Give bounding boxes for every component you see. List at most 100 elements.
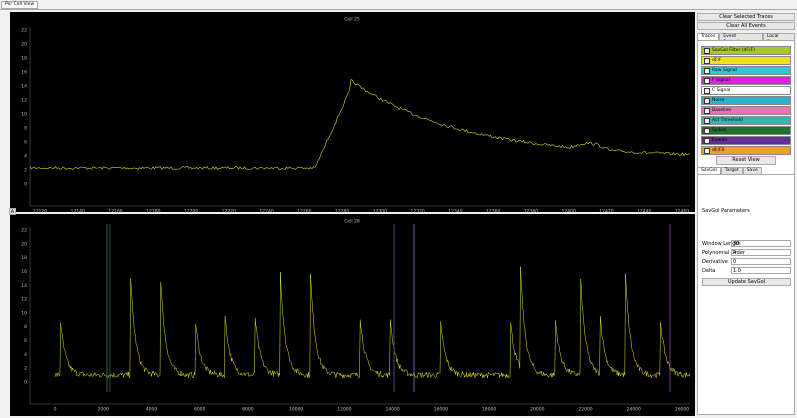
x-tick-label: 12280 [335,209,349,215]
trace-label: dF/F0 [712,148,725,153]
checkbox[interactable] [704,137,710,144]
trace-row[interactable]: Raw Signal [701,66,791,75]
auto-button[interactable]: A [9,208,16,215]
x-tick-label: 12260 [297,209,311,215]
button[interactable]: Clear All Events [697,22,795,30]
x-tick-label: 12120 [33,209,47,215]
x-tick-label: 16000 [434,407,448,413]
params: SavGol Parameters Window Length 30 Polynom… [697,174,795,415]
checkbox[interactable] [704,147,710,154]
plot-title: Cell 28 [344,219,360,225]
trace-label: F Signal [712,78,730,83]
x-tick-label: 26000 [675,407,689,413]
trace-row[interactable]: dF/F [701,56,791,65]
trace-row[interactable]: SavGol Filter (dF/F) [701,46,791,55]
checkbox[interactable] [704,87,710,94]
y-tick-label: 22 [21,228,27,234]
trace-label: C Signal [712,88,731,93]
checkbox[interactable] [704,77,710,84]
tab[interactable]: Per Cell View [1,1,39,9]
x-tick-label: 10000 [289,407,303,413]
x-tick-label: 12220 [222,209,236,215]
x-tick-label: 12420 [599,209,613,215]
y-tick-label: 6 [24,338,27,344]
checkbox[interactable] [704,127,710,134]
checkbox[interactable] [704,57,710,64]
field-input[interactable]: 30 [731,240,791,247]
y-tick-label: 16 [21,269,27,275]
trace-row[interactable]: Spikes [701,126,791,135]
frame [0,9,797,418]
y-tick-label: 8 [24,324,27,330]
y-tick-label: 0 [24,380,27,386]
x-tick-label: 12440 [637,209,651,215]
x-tick-label: 6000 [194,407,206,413]
y-tick-label: 0 [24,182,27,188]
field-input[interactable]: 4 [731,249,791,256]
x-tick-label: 12180 [146,209,160,215]
x-tick-label: 18000 [482,407,496,413]
x-tick-label: 12380 [524,209,538,215]
y-tick-label: 4 [24,352,27,358]
trace-row[interactable]: Baseline [701,106,791,115]
trace [54,266,691,379]
trace-label: Raw Signal [712,68,737,73]
plot-bg [10,214,695,416]
y-tick-label: 14 [21,84,27,90]
x-tick-label: 2000 [98,407,110,413]
button[interactable]: Clear Selected Traces [697,13,795,21]
field-label: Delta [702,268,716,274]
side-panel: Clear Selected Traces Clear All Events T… [697,13,795,415]
trace-label: Act Threshold [712,118,743,123]
y-tick-label: 18 [21,56,27,62]
field-label: Window Length [702,241,741,247]
button[interactable]: Update SavGol [702,278,791,286]
x-tick-label: 14000 [385,407,399,413]
field-label: Derivative [702,259,728,265]
x-tick-label: 12000 [337,407,351,413]
x-tick-label: 0 [54,407,57,413]
checkbox[interactable] [704,107,710,114]
x-tick-label: 12400 [562,209,576,215]
x-tick-label: 12160 [108,209,122,215]
trace-list: SavGol Filter (dF/F) dF/F Raw Signal F Sign… [697,40,795,175]
trace-row[interactable]: Events [701,136,791,145]
params-title: SavGol Parameters [702,208,750,214]
y-tick-label: 10 [21,112,27,118]
y-tick-label: 20 [21,241,27,247]
x-tick-label: 20000 [530,407,544,413]
field-input[interactable]: 0 [731,258,791,265]
trace-row[interactable]: Act Threshold [701,116,791,125]
y-tick-label: 18 [21,255,27,261]
y-tick-label: 22 [21,28,27,34]
x-tick-label: 12240 [259,209,273,215]
trace-label: SavGol Filter (dF/F) [712,48,755,53]
y-tick-label: 2 [24,168,27,174]
y-tick-label: 14 [21,283,27,289]
plot-title: Cell 25 [344,17,360,23]
x-tick-label: 12300 [373,209,387,215]
y-tick-label: 16 [21,70,27,76]
checkbox[interactable] [704,47,710,54]
trace-row[interactable]: Noise [701,96,791,105]
x-tick-label: 12460 [675,209,689,215]
checkbox[interactable] [704,97,710,104]
trace-row[interactable]: dF/F0 [701,146,791,155]
button[interactable]: Reset View [716,156,776,165]
checkbox[interactable] [704,67,710,74]
y-tick-label: 12 [21,297,27,303]
trace-row[interactable]: F Signal [701,76,791,85]
x-tick-label: 12320 [410,209,424,215]
checkbox[interactable] [704,117,710,124]
x-tick-label: 22000 [578,407,592,413]
y-tick-label: 20 [21,42,27,48]
x-tick-label: 12200 [184,209,198,215]
x-tick-label: 12140 [71,209,85,215]
y-tick-label: 8 [24,126,27,132]
trace-row[interactable]: C Signal [701,86,791,95]
x-tick-label: 24000 [627,407,641,413]
x-tick-label: 4000 [146,407,158,413]
field-input[interactable]: 1.0 [731,267,791,274]
y-tick-label: 12 [21,98,27,104]
